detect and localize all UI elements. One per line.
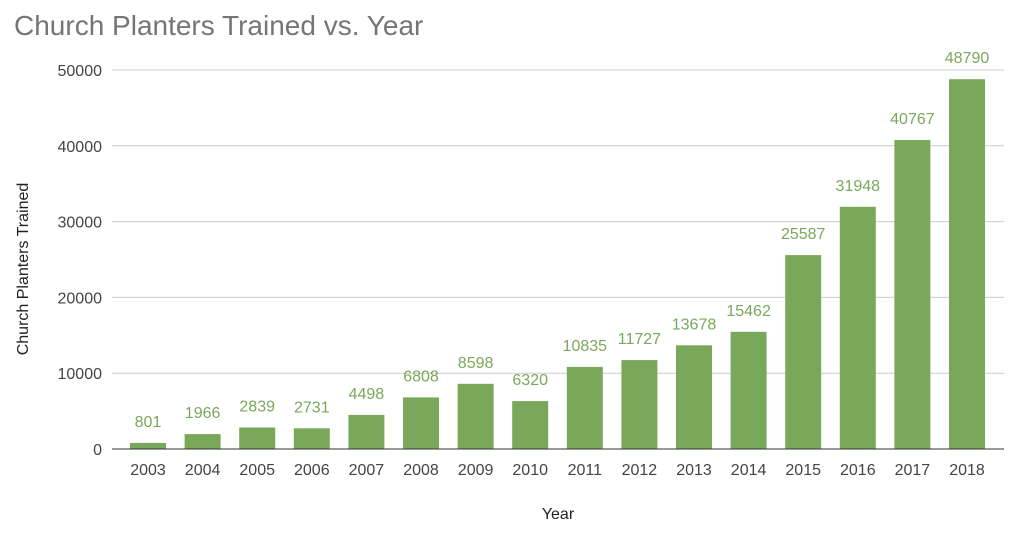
data-label-2011: 10835	[563, 338, 608, 355]
chart-title: Church Planters Trained vs. Year	[14, 10, 423, 41]
x-tick-label: 2016	[840, 462, 876, 479]
data-label-2018: 48790	[945, 50, 990, 67]
x-tick-label: 2015	[785, 462, 821, 479]
bar-2012	[621, 360, 658, 449]
bar-2007	[348, 414, 385, 449]
x-tick-label: 2007	[349, 462, 385, 479]
y-tick-label: 10000	[58, 366, 103, 383]
data-label-2015: 25587	[781, 226, 826, 243]
x-tick-label: 2011	[568, 462, 603, 479]
x-tick-label: 2018	[949, 462, 985, 479]
x-tick-label: 2006	[294, 462, 330, 479]
x-axis-ticks: 2003 2004 2005 2006 2007 2008 2009 2010 2011 2012…	[130, 462, 985, 479]
y-tick-label: 40000	[58, 139, 103, 156]
data-label-2014: 15462	[726, 303, 771, 320]
y-tick-label: 30000	[58, 215, 103, 232]
bar-2013	[676, 345, 712, 449]
bar-2010	[512, 401, 549, 449]
y-axis-ticks: 0 10000 20000 30000 40000 50000	[58, 63, 103, 459]
x-tick-label: 2008	[403, 462, 439, 479]
data-label-2016: 31948	[836, 178, 881, 195]
data-label-2007: 4498	[349, 386, 385, 403]
y-tick-label: 50000	[58, 63, 103, 80]
bar-2009	[457, 383, 494, 449]
data-label-2010: 6320	[512, 372, 548, 389]
data-label-2004: 1966	[185, 405, 221, 422]
x-tick-label: 2010	[512, 462, 548, 479]
y-tick-label: 0	[93, 442, 102, 459]
data-label-2013: 13678	[672, 316, 717, 333]
data-label-2012: 11727	[618, 331, 661, 348]
data-label-2003: 801	[135, 414, 162, 431]
x-tick-label: 2017	[895, 462, 931, 479]
x-tick-label: 2005	[239, 462, 275, 479]
x-tick-label: 2009	[458, 462, 494, 479]
bar-2015	[785, 255, 822, 449]
bar-2018	[949, 79, 985, 449]
bar-2016	[839, 206, 876, 449]
y-axis-title: Church Planters Trained	[15, 183, 32, 356]
bar-2014	[730, 331, 767, 449]
bar-2008	[403, 397, 439, 449]
bar-2017	[894, 140, 931, 449]
data-labels: 801 1966 2839 2731 4498 6808 8598 6320 10835 1172…	[135, 50, 990, 431]
bars	[130, 79, 985, 449]
x-tick-label: 2014	[731, 462, 767, 479]
bar-2011	[566, 366, 603, 449]
x-tick-label: 2004	[185, 462, 221, 479]
x-tick-label: 2013	[676, 462, 712, 479]
bar-2005	[239, 427, 276, 449]
data-label-2017: 40767	[890, 111, 935, 128]
bar-2004	[184, 434, 221, 449]
data-label-2009: 8598	[458, 355, 494, 372]
x-axis-title: Year	[542, 506, 575, 523]
bar-2003	[130, 442, 166, 449]
y-tick-label: 20000	[58, 290, 103, 307]
bar-2006	[293, 428, 330, 449]
data-label-2005: 2839	[239, 399, 275, 416]
x-tick-label: 2003	[130, 462, 166, 479]
x-tick-label: 2012	[622, 462, 658, 479]
data-label-2006: 2731	[294, 399, 330, 416]
data-label-2008: 6808	[403, 368, 439, 385]
